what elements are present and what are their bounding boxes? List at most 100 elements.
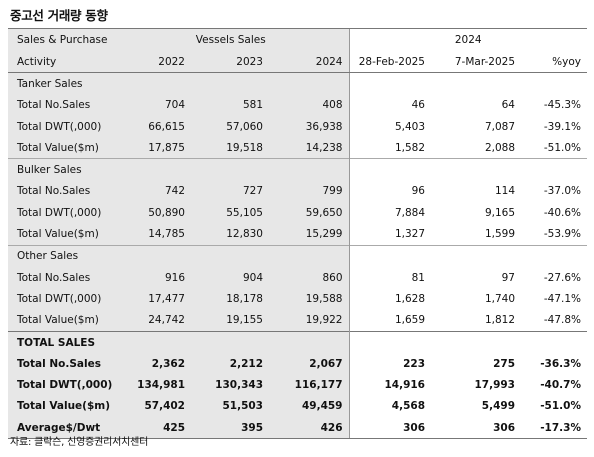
empty-cell	[348, 158, 431, 181]
table-cell: 2,362	[113, 353, 191, 375]
empty-cell	[113, 72, 191, 95]
table-cell: 17,875	[113, 137, 191, 159]
empty-cell	[269, 158, 349, 181]
table-cell: 19,588	[269, 288, 349, 310]
table-cell: 275	[493, 357, 515, 370]
section-title-row: Bulker Sales	[8, 158, 587, 181]
table-cell: 19,155	[191, 309, 269, 332]
table-row: Total Value($m) 17,875 19,518 14,238 1,582 2,…	[8, 137, 587, 159]
row-label: Total DWT(,000)	[8, 374, 113, 396]
table-cell: -53.9%	[543, 228, 581, 241]
table-cell: 50,890	[113, 202, 191, 224]
row-label: Total No.Sales	[8, 94, 113, 116]
table-cell: 916	[113, 266, 191, 289]
table-cell: 1,659	[348, 309, 431, 332]
header-year: 2024	[269, 51, 349, 74]
table-cell: 1,812	[484, 314, 515, 327]
header-group-2024: 2024	[348, 28, 587, 51]
empty-cell	[191, 244, 269, 267]
table-cell: 799	[269, 180, 349, 203]
table-cell: 306	[348, 417, 431, 440]
row-label: Total Value($m)	[8, 137, 113, 159]
table-row: Total Value($m) 24,742 19,155 19,922 1,659 1,…	[8, 309, 587, 332]
table-cell: 2,067	[269, 353, 349, 375]
table-cell: 24,742	[113, 309, 191, 332]
table-cell: 306	[431, 417, 521, 440]
empty-cell	[269, 330, 349, 354]
table-cell: 55,105	[191, 202, 269, 224]
header-group-vessels-sales: Vessels Sales	[113, 28, 349, 51]
table-row: Total No.Sales 742 727 799 96 114 -37.0%	[8, 180, 587, 203]
header-period: 28-Feb-2025	[348, 51, 431, 74]
table-cell: 408	[269, 94, 349, 116]
table-cell: 116,177	[269, 374, 349, 396]
row-label: Total No.Sales	[8, 180, 113, 203]
empty-cell	[191, 158, 269, 181]
empty-cell	[521, 244, 587, 267]
empty-cell	[348, 244, 431, 267]
table-cell: 19,922	[269, 309, 349, 332]
table-row: Total Value($m) 57,402 51,503 49,459 4,568 5,…	[8, 395, 587, 418]
table-cell: 7,884	[348, 202, 431, 224]
row-label: Total Value($m)	[8, 223, 113, 246]
table-cell: 2,212	[191, 353, 269, 375]
header-period: %yoy	[521, 51, 587, 74]
table-cell: -40.7%	[540, 379, 581, 392]
table-row: Total DWT(,000) 50,890 55,105 59,650 7,884 9,…	[8, 202, 587, 224]
empty-cell	[113, 330, 191, 354]
table-cell: 1,740	[484, 292, 515, 305]
table-cell: 581	[191, 94, 269, 116]
section-title-row: TOTAL SALES	[8, 330, 587, 354]
table-cell: 51,503	[191, 395, 269, 418]
empty-cell	[521, 330, 587, 354]
table-cell: 2,088	[484, 141, 515, 154]
section-title-row: Tanker Sales	[8, 72, 587, 95]
table-cell: 742	[113, 180, 191, 203]
table-row: Total No.Sales 2,362 2,212 2,067 223 275 -36.3…	[8, 353, 587, 375]
table-cell: -17.3%	[521, 417, 587, 440]
table-cell: 12,830	[191, 223, 269, 246]
source-note: 자료: 클락슨, 신영증권리서치센터	[10, 437, 149, 448]
section-title: Bulker Sales	[8, 158, 113, 181]
empty-cell	[431, 158, 521, 181]
table-cell: 57,402	[113, 395, 191, 418]
table-cell: 14,785	[113, 223, 191, 246]
table-cell: 97	[501, 271, 515, 284]
table-cell: 1,582	[348, 137, 431, 159]
header-year: 2022	[113, 51, 191, 74]
empty-cell	[191, 330, 269, 354]
header-activity-top: Sales & Purchase	[8, 28, 113, 51]
table-cell: 17,993	[474, 379, 515, 392]
table-cell: -51.0%	[540, 400, 581, 413]
table-cell: 66,615	[113, 115, 191, 138]
table-cell: 114	[494, 185, 515, 198]
row-label: Total No.Sales	[8, 353, 113, 375]
header-year: 2023	[191, 51, 269, 74]
table-cell: -27.6%	[543, 271, 581, 284]
empty-cell	[348, 72, 431, 95]
table-row: Total DWT(,000) 134,981 130,343 116,177 14,9…	[8, 374, 587, 396]
table-cell: 9,165	[484, 206, 515, 219]
table-cell: 1,599	[484, 228, 515, 241]
table-cell: 223	[348, 353, 431, 375]
table-cell: 426	[269, 417, 349, 440]
row-label: Total No.Sales	[8, 266, 113, 289]
table-row: Total DWT(,000) 66,615 57,060 36,938 5,403 7,…	[8, 115, 587, 138]
table-cell: -40.6%	[543, 206, 581, 219]
table-cell: -47.8%	[543, 314, 581, 327]
table-cell: 36,938	[269, 115, 349, 138]
row-label: Total DWT(,000)	[8, 288, 113, 310]
table-row: Total No.Sales 704 581 408 46 64 -45.3%	[8, 94, 587, 116]
row-label: Total Value($m)	[8, 309, 113, 332]
table-cell: 7,087	[484, 120, 515, 133]
table-cell: 727	[191, 180, 269, 203]
table-cell: 860	[269, 266, 349, 289]
table-cell: 130,343	[191, 374, 269, 396]
table-cell: 17,477	[113, 288, 191, 310]
table-cell: 49,459	[269, 395, 349, 418]
row-label: Total DWT(,000)	[8, 202, 113, 224]
table-row: Total Value($m) 14,785 12,830 15,299 1,327 1,…	[8, 223, 587, 246]
table-cell: 395	[191, 417, 269, 440]
table-cell: 904	[191, 266, 269, 289]
table-cell: 4,568	[348, 395, 431, 418]
